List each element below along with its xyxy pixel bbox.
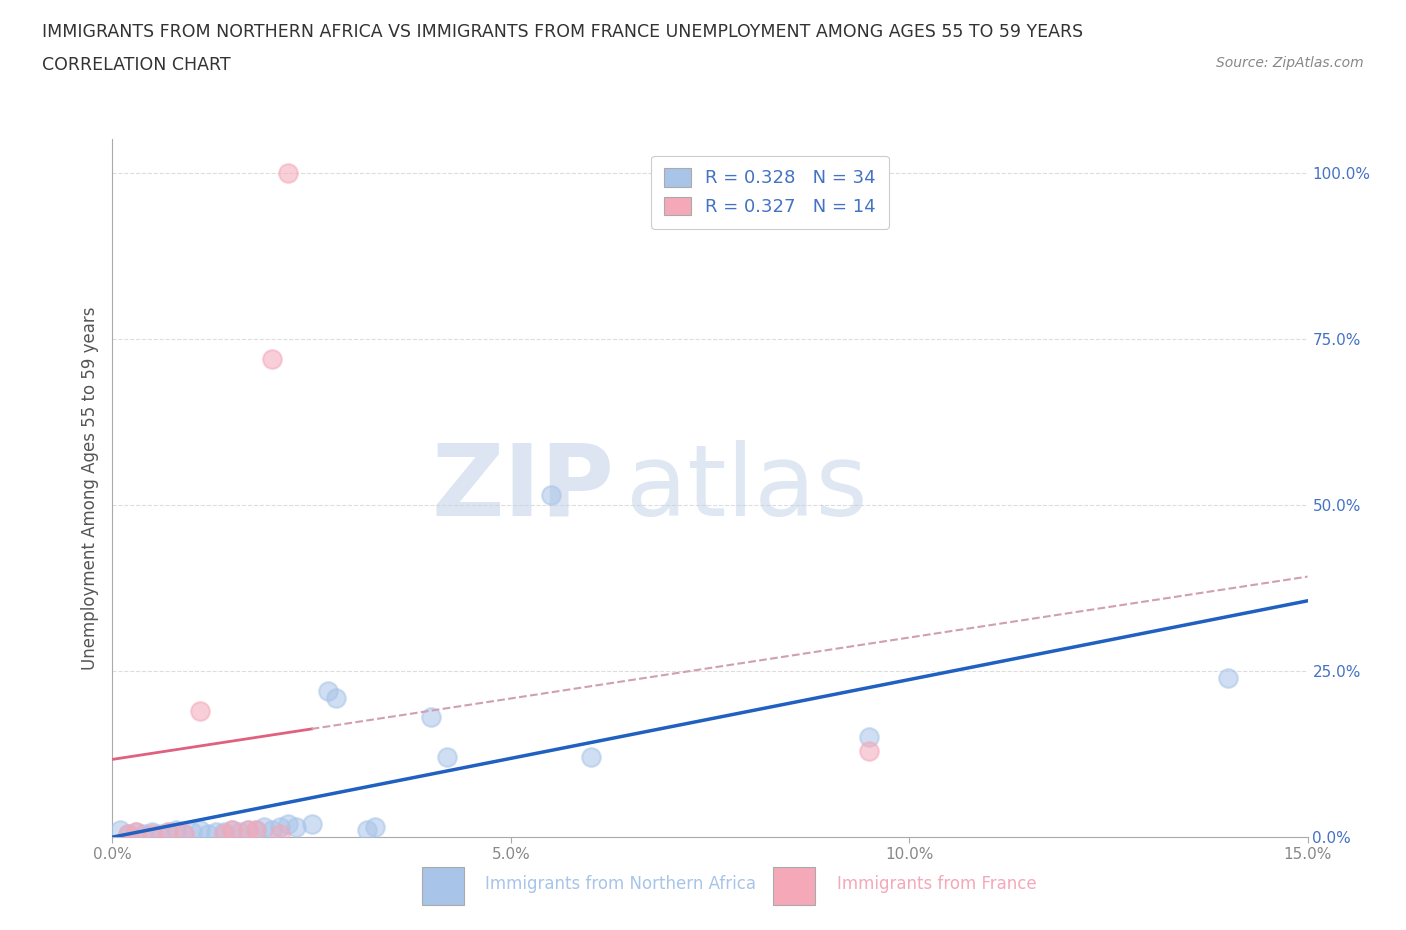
Point xyxy=(188,703,211,718)
Point xyxy=(253,819,276,834)
Point xyxy=(141,826,163,841)
Point xyxy=(173,826,195,841)
Point xyxy=(141,824,163,839)
Point xyxy=(157,824,180,839)
Point xyxy=(125,824,148,839)
Point xyxy=(221,823,243,838)
Point xyxy=(260,823,283,838)
Point xyxy=(540,487,562,502)
Text: Source: ZipAtlas.com: Source: ZipAtlas.com xyxy=(1216,56,1364,70)
Point xyxy=(420,710,443,724)
Point xyxy=(1216,671,1239,685)
Point xyxy=(858,730,880,745)
Text: Immigrants from Northern Africa: Immigrants from Northern Africa xyxy=(485,875,756,893)
Point xyxy=(229,824,252,839)
Point xyxy=(364,819,387,834)
Point xyxy=(356,823,378,838)
Point xyxy=(221,823,243,838)
Point xyxy=(173,826,195,841)
Point xyxy=(205,824,228,839)
Point xyxy=(325,690,347,705)
Point xyxy=(117,826,139,841)
Point xyxy=(269,826,291,841)
Point xyxy=(579,750,602,764)
Text: atlas: atlas xyxy=(626,440,868,537)
Y-axis label: Unemployment Among Ages 55 to 59 years: Unemployment Among Ages 55 to 59 years xyxy=(80,307,98,670)
Point xyxy=(197,826,219,841)
Point xyxy=(125,824,148,839)
Point xyxy=(181,824,204,839)
Point xyxy=(165,823,187,838)
Point xyxy=(284,819,307,834)
Point xyxy=(245,823,267,838)
Point xyxy=(117,826,139,841)
Point xyxy=(277,166,299,180)
Point xyxy=(245,823,267,838)
Point xyxy=(149,826,172,841)
Point xyxy=(236,823,259,838)
Point xyxy=(436,750,458,764)
Point xyxy=(260,352,283,366)
Point xyxy=(316,684,339,698)
Point xyxy=(277,817,299,831)
Text: CORRELATION CHART: CORRELATION CHART xyxy=(42,56,231,73)
Text: ZIP: ZIP xyxy=(432,440,614,537)
FancyBboxPatch shape xyxy=(422,867,464,905)
Point xyxy=(188,823,211,838)
Point xyxy=(110,823,132,838)
Text: Immigrants from France: Immigrants from France xyxy=(837,875,1036,893)
Point xyxy=(212,826,235,841)
Point xyxy=(858,743,880,758)
Point xyxy=(212,824,235,839)
Point xyxy=(301,817,323,831)
Legend: R = 0.328   N = 34, R = 0.327   N = 14: R = 0.328 N = 34, R = 0.327 N = 14 xyxy=(651,155,889,229)
Point xyxy=(269,819,291,834)
FancyBboxPatch shape xyxy=(773,867,815,905)
Point xyxy=(236,823,259,838)
Point xyxy=(134,826,156,841)
Text: IMMIGRANTS FROM NORTHERN AFRICA VS IMMIGRANTS FROM FRANCE UNEMPLOYMENT AMONG AGE: IMMIGRANTS FROM NORTHERN AFRICA VS IMMIG… xyxy=(42,23,1083,41)
Point xyxy=(157,824,180,839)
